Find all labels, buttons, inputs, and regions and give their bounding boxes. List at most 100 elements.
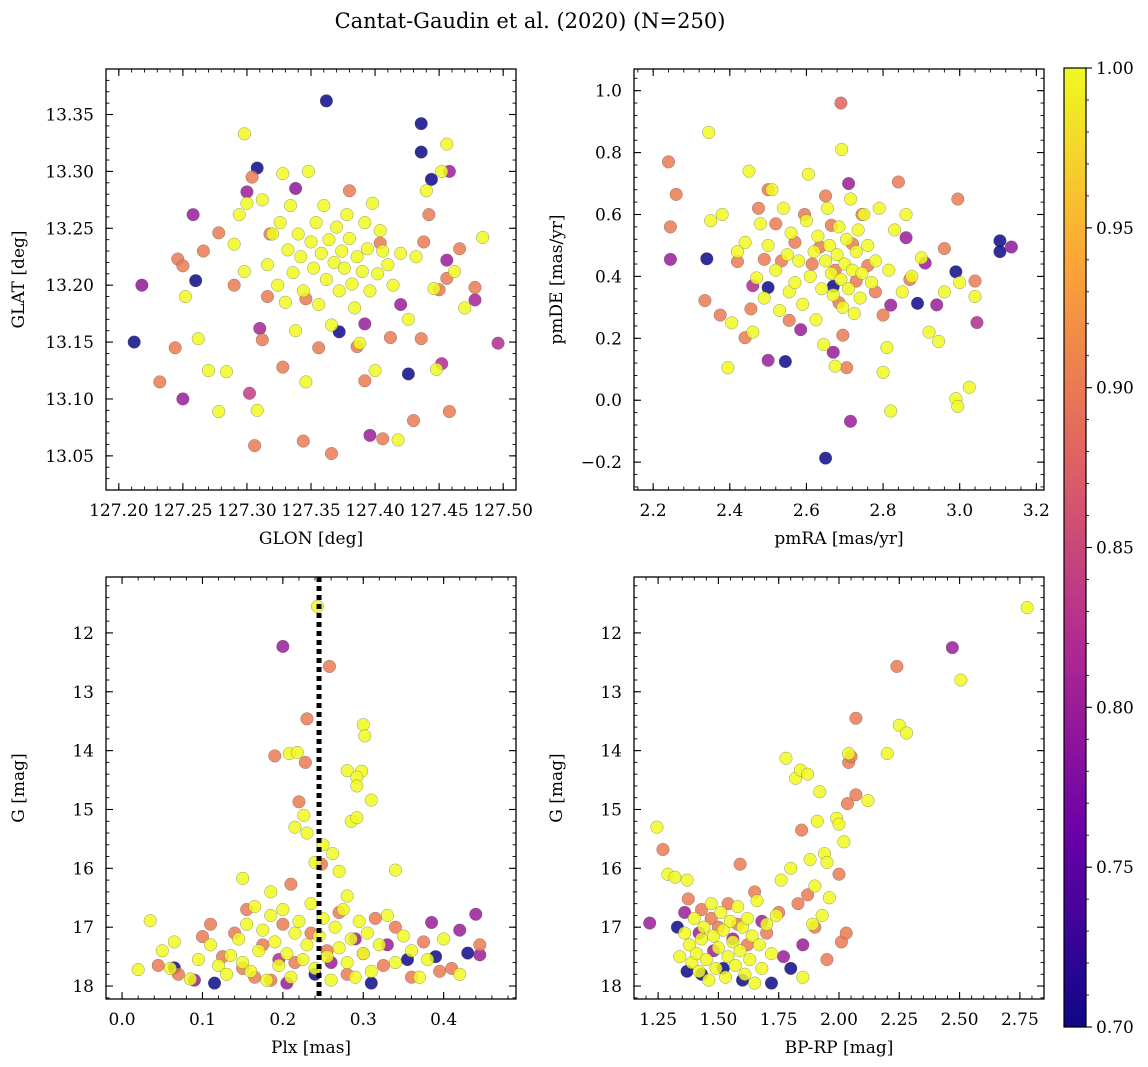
data-point [381, 258, 395, 272]
figure-title: Cantat-Gaudin et al. (2020) (N=250) [335, 9, 726, 33]
x-tick-label: 2.50 [941, 1010, 979, 1030]
data-point [868, 254, 882, 268]
x-tick-label: 0.1 [189, 1010, 216, 1030]
y-tick-label: 17 [600, 918, 622, 938]
data-point [176, 392, 190, 406]
data-point [211, 958, 226, 973]
data-point [851, 223, 865, 237]
data-point [681, 892, 695, 906]
data-point [201, 363, 216, 378]
data-point [168, 341, 182, 355]
data-point [740, 911, 754, 925]
data-point [815, 282, 829, 296]
data-point [358, 729, 372, 743]
x-tick-label: 127.30 [217, 501, 276, 521]
data-point [784, 961, 798, 975]
data-point [291, 227, 305, 241]
data-point [442, 404, 456, 419]
data-point [714, 905, 728, 920]
data-point [260, 973, 274, 987]
data-point [828, 359, 842, 373]
data-point [292, 914, 306, 928]
data-point [320, 950, 334, 964]
data-point [227, 278, 241, 292]
data-point [183, 972, 197, 986]
data-point [807, 245, 821, 259]
y-axis-label: G [mag] [547, 753, 567, 822]
data-point [730, 245, 745, 259]
data-point [895, 285, 909, 299]
x-tick-label: 0.0 [109, 1010, 136, 1030]
data-point [453, 923, 467, 937]
data-point [842, 176, 856, 191]
data-point [324, 973, 338, 987]
data-point [968, 289, 982, 304]
data-point [440, 137, 454, 151]
data-point [212, 404, 226, 419]
data-point [746, 325, 760, 339]
data-point [350, 779, 364, 793]
data-point [447, 264, 462, 279]
data-point [327, 255, 341, 269]
data-point [288, 820, 302, 834]
data-point [324, 447, 339, 461]
data-point [245, 170, 259, 184]
data-point [840, 361, 854, 375]
data-point [358, 317, 372, 331]
y-tick-label: 13.20 [45, 276, 94, 296]
data-point [236, 955, 250, 970]
data-point [237, 264, 251, 279]
data-point [849, 711, 863, 725]
data-point [278, 295, 292, 309]
data-point [832, 817, 846, 831]
data-point [930, 298, 944, 312]
data-point [1004, 240, 1018, 254]
data-point [155, 944, 169, 958]
data-point [820, 855, 834, 870]
data-point [195, 930, 210, 944]
data-point [401, 367, 415, 381]
data-point [335, 244, 349, 258]
data-point [699, 953, 713, 967]
data-point [252, 944, 266, 958]
data-point [819, 451, 833, 465]
data-point [364, 964, 378, 978]
data-point [440, 253, 454, 267]
data-point [430, 362, 444, 376]
x-axis-label: GLON [deg] [259, 529, 363, 549]
data-point [348, 970, 362, 984]
y-tick-label: 15 [72, 800, 94, 820]
y-tick-label: 16 [72, 859, 94, 879]
data-point [220, 967, 234, 981]
data-point [409, 250, 423, 264]
data-point [791, 897, 805, 911]
data-point [857, 207, 871, 222]
data-point [240, 917, 254, 931]
data-point [373, 224, 387, 238]
data-point [176, 259, 190, 273]
data-point [368, 363, 382, 378]
data-point [212, 226, 226, 240]
data-point [281, 243, 295, 257]
data-point [911, 296, 925, 310]
data-point [268, 935, 282, 949]
data-point [396, 929, 411, 943]
data-point [363, 428, 377, 442]
data-point [189, 274, 203, 288]
x-tick-label: 0.3 [350, 1010, 377, 1030]
x-tick-label: 2.25 [880, 1010, 918, 1030]
data-point [882, 263, 896, 277]
data-point [832, 867, 846, 881]
x-axis-label: BP-RP [mag] [785, 1038, 894, 1058]
colorbar-tick-label: 1.00 [1096, 59, 1134, 79]
data-point [340, 208, 354, 222]
data-point [970, 315, 984, 330]
data-point [260, 290, 274, 304]
data-point [803, 852, 817, 867]
data-point [296, 434, 310, 448]
data-point [707, 929, 721, 943]
data-point [721, 361, 735, 375]
data-point [340, 955, 354, 970]
data-point [750, 271, 764, 285]
panel-1: 127.20 127.25 127.30 127.35 127.40 127.45 127.… [9, 68, 533, 549]
